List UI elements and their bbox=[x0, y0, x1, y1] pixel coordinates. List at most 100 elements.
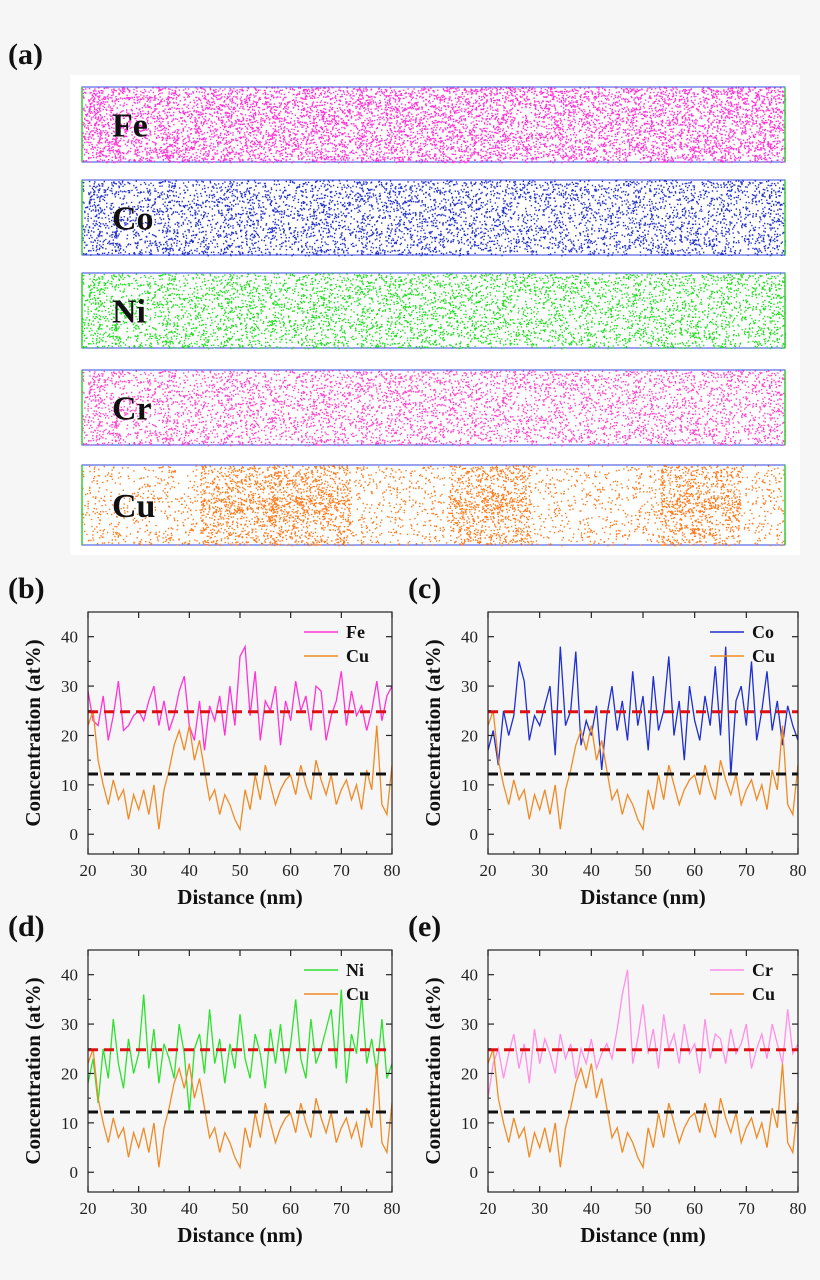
x-tick-label: 30 bbox=[130, 861, 147, 880]
y-tick-label: 10 bbox=[61, 1114, 78, 1133]
y-tick-label: 40 bbox=[61, 966, 78, 985]
y-tick-label: 40 bbox=[61, 628, 78, 647]
legend: Ni Cu bbox=[304, 960, 369, 1004]
x-axis-label: Distance (nm) bbox=[580, 1223, 705, 1247]
panel-label-d: (d) bbox=[8, 910, 45, 943]
apt-label-ni: Ni bbox=[112, 294, 146, 331]
x-tick-label: 70 bbox=[333, 1199, 350, 1218]
y-tick-label: 10 bbox=[461, 776, 478, 795]
y-tick-label: 10 bbox=[61, 776, 78, 795]
series-line-cu bbox=[87, 710, 393, 832]
legend-label-ni: Ni bbox=[346, 960, 364, 980]
x-tick-label: 70 bbox=[738, 861, 755, 880]
x-tick-label: 40 bbox=[181, 1199, 198, 1218]
x-tick-label: 50 bbox=[232, 1199, 249, 1218]
y-tick-label: 0 bbox=[70, 1163, 79, 1182]
x-tick-label: 80 bbox=[384, 861, 401, 880]
y-axis-label: Concentration (at%) bbox=[21, 639, 45, 826]
x-axis-label: Distance (nm) bbox=[580, 885, 705, 909]
y-tick-label: 0 bbox=[470, 1163, 479, 1182]
legend-label-cu: Cu bbox=[752, 646, 775, 666]
apt-rod-cr: Cr bbox=[81, 369, 787, 447]
y-tick-label: 40 bbox=[461, 628, 478, 647]
x-tick-label: 60 bbox=[282, 1199, 299, 1218]
legend: Co Cu bbox=[710, 622, 775, 666]
x-tick-label: 30 bbox=[531, 1199, 548, 1218]
panel-label-c: (c) bbox=[408, 572, 442, 605]
apt-label-cr: Cr bbox=[112, 391, 152, 428]
x-tick-label: 60 bbox=[282, 861, 299, 880]
x-tick-label: 40 bbox=[583, 861, 600, 880]
y-tick-label: 10 bbox=[461, 1114, 478, 1133]
x-tick-label: 20 bbox=[480, 861, 497, 880]
series-line-ni bbox=[87, 989, 393, 1114]
legend-label-cu: Cu bbox=[752, 984, 775, 1004]
y-tick-label: 40 bbox=[461, 966, 478, 985]
apt-atoms-cr bbox=[82, 370, 787, 447]
y-tick-label: 20 bbox=[61, 1064, 78, 1083]
legend-label-co: Co bbox=[752, 622, 774, 642]
chart-b: 20 30 40 50 60 70 80 0 10 20 30 40 Distance (nm) Conc… bbox=[21, 611, 401, 909]
legend: Cr Cu bbox=[710, 960, 775, 1004]
y-tick-label: 20 bbox=[461, 726, 478, 745]
panel-label-e: (e) bbox=[408, 910, 442, 943]
legend-label-cu: Cu bbox=[346, 646, 369, 666]
x-tick-label: 80 bbox=[384, 1199, 401, 1218]
apt-label-fe: Fe bbox=[112, 108, 148, 145]
y-tick-label: 20 bbox=[461, 1064, 478, 1083]
y-tick-label: 30 bbox=[461, 1015, 478, 1034]
x-tick-label: 30 bbox=[531, 861, 548, 880]
x-tick-label: 40 bbox=[583, 1199, 600, 1218]
series-line-cr bbox=[487, 969, 799, 1099]
apt-atoms-co bbox=[82, 180, 787, 257]
series-line-co bbox=[487, 646, 799, 776]
x-tick-label: 20 bbox=[80, 861, 97, 880]
series-line-cu bbox=[87, 1048, 393, 1170]
x-tick-label: 80 bbox=[790, 861, 807, 880]
y-tick-label: 30 bbox=[61, 677, 78, 696]
apt-label-co: Co bbox=[112, 201, 154, 238]
y-tick-label: 0 bbox=[470, 825, 479, 844]
series-line-cu bbox=[487, 710, 799, 832]
y-axis-label: Concentration (at%) bbox=[421, 977, 445, 1164]
x-axis-label: Distance (nm) bbox=[177, 1223, 302, 1247]
apt-rod-cu: Cu bbox=[81, 464, 787, 547]
apt-label-cu: Cu bbox=[112, 488, 155, 525]
x-axis-label: Distance (nm) bbox=[177, 885, 302, 909]
x-tick-label: 50 bbox=[232, 861, 249, 880]
apt-rod-co: Co bbox=[81, 179, 787, 257]
x-tick-label: 40 bbox=[181, 861, 198, 880]
y-tick-label: 0 bbox=[70, 825, 79, 844]
apt-element-maps: Fe Co Ni Cr Cu bbox=[60, 75, 800, 555]
x-tick-label: 50 bbox=[635, 861, 652, 880]
x-tick-label: 70 bbox=[738, 1199, 755, 1218]
chart-c: 20 30 40 50 60 70 80 0 10 20 30 40 Distance (nm) Conc… bbox=[421, 611, 807, 909]
x-tick-label: 60 bbox=[686, 1199, 703, 1218]
panel-label-a: (a) bbox=[8, 38, 43, 71]
x-tick-label: 20 bbox=[80, 1199, 97, 1218]
apt-atoms-ni bbox=[82, 273, 787, 350]
chart-e: 20 30 40 50 60 70 80 0 10 20 30 40 Distance (nm) Conc… bbox=[421, 949, 807, 1247]
legend-label-cu: Cu bbox=[346, 984, 369, 1004]
x-tick-label: 20 bbox=[480, 1199, 497, 1218]
x-tick-label: 50 bbox=[635, 1199, 652, 1218]
x-tick-label: 70 bbox=[333, 861, 350, 880]
series-line-cu bbox=[487, 1048, 799, 1170]
y-tick-label: 30 bbox=[461, 677, 478, 696]
y-tick-label: 30 bbox=[61, 1015, 78, 1034]
x-tick-label: 30 bbox=[130, 1199, 147, 1218]
chart-d: 20 30 40 50 60 70 80 0 10 20 30 40 Distance (nm) Conc… bbox=[21, 949, 401, 1247]
panel-label-b: (b) bbox=[8, 572, 45, 605]
legend-label-cr: Cr bbox=[752, 960, 773, 980]
apt-atoms-cu bbox=[82, 465, 787, 547]
apt-rod-ni: Ni bbox=[81, 272, 787, 350]
y-axis-label: Concentration (at%) bbox=[421, 639, 445, 826]
y-tick-label: 20 bbox=[61, 726, 78, 745]
apt-atoms-fe bbox=[82, 87, 787, 164]
x-tick-label: 60 bbox=[686, 861, 703, 880]
apt-rod-fe: Fe bbox=[81, 86, 787, 164]
legend-label-fe: Fe bbox=[346, 622, 365, 642]
x-tick-label: 80 bbox=[790, 1199, 807, 1218]
apt-maps-svg: Fe Co Ni Cr Cu bbox=[70, 75, 800, 555]
